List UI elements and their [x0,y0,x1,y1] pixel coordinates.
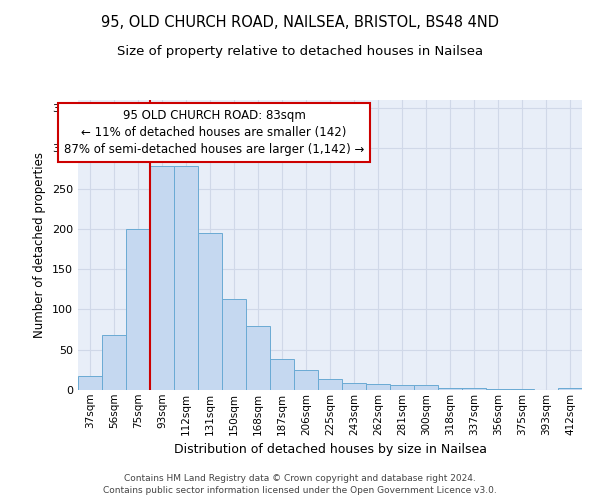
Bar [198,233,222,390]
Bar [486,389,510,390]
Bar [510,389,534,390]
Bar [270,358,294,390]
Text: 95 OLD CHURCH ROAD: 83sqm
← 11% of detached houses are smaller (142)
87% of semi: 95 OLD CHURCH ROAD: 83sqm ← 11% of detac… [64,108,364,156]
Bar [78,376,102,390]
Text: Size of property relative to detached houses in Nailsea: Size of property relative to detached ho… [117,45,483,58]
Bar [366,384,390,390]
Bar [414,385,438,390]
Bar [390,385,414,390]
Bar [246,326,270,390]
Bar [294,370,318,390]
X-axis label: Distribution of detached houses by size in Nailsea: Distribution of detached houses by size … [173,443,487,456]
Bar [102,335,126,390]
Text: Contains HM Land Registry data © Crown copyright and database right 2024.
Contai: Contains HM Land Registry data © Crown c… [103,474,497,495]
Bar [558,388,582,390]
Bar [222,299,246,390]
Bar [438,388,462,390]
Bar [174,166,198,390]
Bar [150,166,174,390]
Bar [462,388,486,390]
Bar [342,383,366,390]
Bar [126,229,150,390]
Y-axis label: Number of detached properties: Number of detached properties [34,152,46,338]
Text: 95, OLD CHURCH ROAD, NAILSEA, BRISTOL, BS48 4ND: 95, OLD CHURCH ROAD, NAILSEA, BRISTOL, B… [101,15,499,30]
Bar [318,378,342,390]
